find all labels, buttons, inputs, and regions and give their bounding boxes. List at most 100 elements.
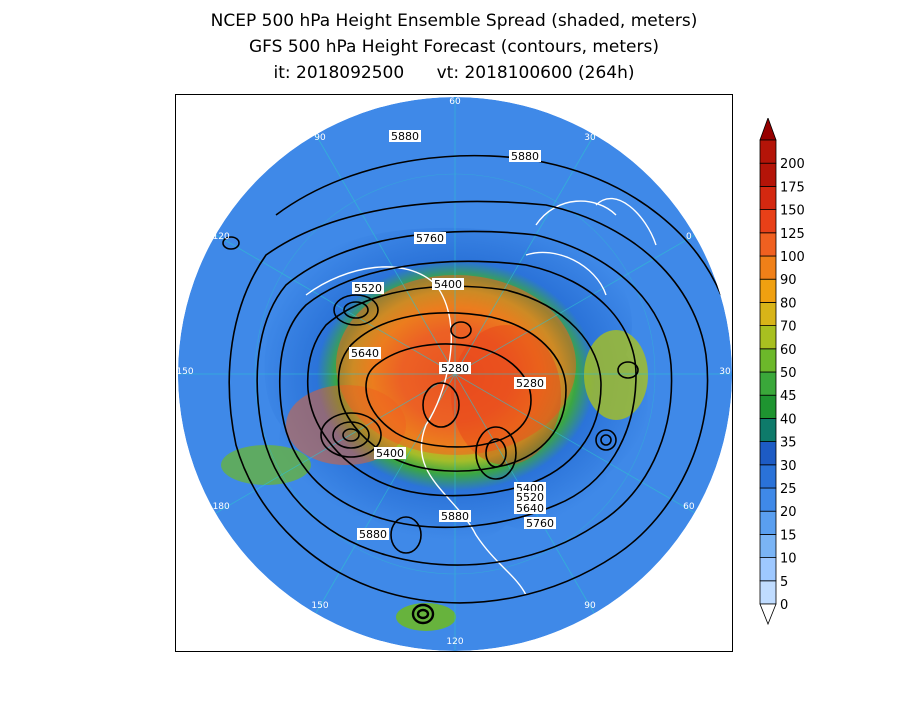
colorbar-box [759,533,777,558]
colorbar-box [759,255,777,280]
contour-label: 5880 [359,528,387,541]
height-contours [222,154,722,625]
colorbar-box [759,139,777,164]
colorbar-label: 150 [780,204,805,219]
contour-label: 5280 [516,377,544,390]
colorbar-label: 35 [780,436,797,451]
colorbar-label: 5 [780,575,788,590]
contour-label: 5760 [526,517,554,530]
contour-label: 5760 [416,232,444,245]
colorbar-box [759,301,777,326]
contour-label: 5400 [434,278,462,291]
longitude-labels: 60 30 0 30 60 90 120 150 180 150 120 90 [176,97,731,647]
colorbar-box [759,371,777,396]
colorbar-label: 90 [780,273,797,288]
contour-label-bg [357,528,389,540]
colorbar-box [759,278,777,303]
contour-label: 5520 [516,491,544,504]
coastlines [305,198,657,596]
colorbar-box [759,232,777,257]
contour-label-bg [352,282,384,294]
longitude-label: 180 [213,502,230,512]
colorbar-box [759,209,777,234]
contour-label-bg [349,347,381,359]
map-frame: 5880 5880 5760 5520 5400 5640 5280 5280 5400 5400… [175,94,733,652]
longitude-label: 30 [584,133,596,143]
colorbar-cap-bottom [759,603,777,626]
colorbar-box [759,162,777,187]
colorbar: 0 5 10 15 20 25 30 35 40 45 50 60 70 80 90 100 125 150 175… [759,118,805,626]
contour-label: 5280 [441,362,469,375]
longitude-label: 150 [311,601,328,611]
colorbar-labels: 0 5 10 15 20 25 30 35 40 45 50 60 70 80 90 100 125 150 175… [780,157,805,613]
colorbar-box [759,417,777,442]
contour-label-bg [439,362,471,374]
colorbar-box [759,186,777,211]
colorbar-label: 20 [780,505,797,520]
longitude-label: 0 [686,232,692,242]
colorbar-label: 40 [780,412,797,427]
colorbar-label: 100 [780,250,805,265]
colorbar-label: 70 [780,320,797,335]
colorbar-label: 30 [780,459,797,474]
colorbar-label: 60 [780,343,797,358]
core-spread-west [286,385,406,465]
contour-label-bg [514,502,546,514]
title-line-3: it: 2018092500 vt: 2018100600 (264h) [273,63,635,83]
longitude-label: 60 [449,97,461,107]
colorbar-label: 80 [780,296,797,311]
colorbar-box [759,394,777,419]
longitude-label: 90 [314,133,326,143]
contour-label-bg [389,130,421,142]
contour-label-bg [514,491,546,503]
colorbar-box [759,557,777,582]
contour-label: 5520 [354,282,382,295]
colorbar-label: 45 [780,389,797,404]
contour-label: 5880 [441,510,469,523]
contour-label-bg [432,278,464,290]
contour-label: 5400 [376,447,404,460]
contour-label-bg [374,447,406,459]
colorbar-label: 125 [780,227,805,242]
colorbar-boxes [759,118,777,626]
title-block: NCEP 500 hPa Height Ensemble Spread (sha… [0,8,908,86]
colorbar-label: 175 [780,180,805,195]
longitude-label: 90 [584,601,596,611]
title-line-2: GFS 500 hPa Height Forecast (contours, m… [249,37,659,57]
spread-east-lobe [584,330,648,420]
contour-label: 5640 [351,347,379,360]
colorbar-box [759,487,777,512]
colorbar-label: 25 [780,482,797,497]
contour-label-bg [514,377,546,389]
contour-label: 5640 [516,502,544,515]
longitude-label: 60 [683,502,695,512]
colorbar-label: 0 [780,598,788,613]
contour-label: 5880 [511,150,539,163]
colorbar-box [759,441,777,466]
longitude-label: 120 [446,637,463,647]
colorbar-box [759,464,777,489]
contour-label-bg [509,150,541,162]
spread-west-lobe [221,445,311,485]
contour-label: 5880 [391,130,419,143]
contour-label-bg [524,517,556,529]
contour-label-bg [439,510,471,522]
title-line-1: NCEP 500 hPa Height Ensemble Spread (sha… [210,11,698,31]
colorbar-cap-top [759,118,777,141]
colorbar-label: 10 [780,552,797,567]
contour-label-bg [414,232,446,244]
colorbar-box [759,510,777,535]
longitude-label: 30 [719,367,731,377]
longitude-label: 150 [176,367,193,377]
colorbar-box [759,325,777,350]
colorbar-box [759,348,777,373]
longitude-label: 120 [213,232,230,242]
colorbar-box [759,580,777,605]
graticule-parallel [254,173,656,575]
colorbar-label: 200 [780,157,805,172]
colorbar-label: 50 [780,366,797,381]
colorbar-label: 15 [780,528,797,543]
